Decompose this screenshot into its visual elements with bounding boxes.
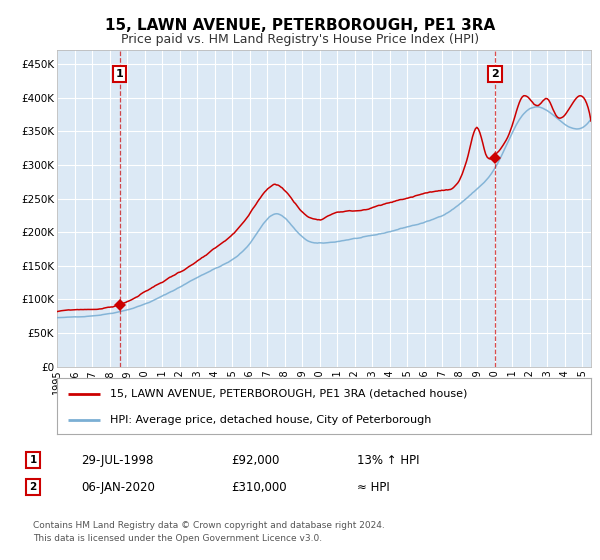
Text: HPI: Average price, detached house, City of Peterborough: HPI: Average price, detached house, City… [110, 415, 432, 425]
Text: 1: 1 [29, 455, 37, 465]
Text: 1: 1 [116, 69, 124, 79]
Text: 29-JUL-1998: 29-JUL-1998 [81, 454, 154, 467]
Text: £92,000: £92,000 [231, 454, 280, 467]
Text: 15, LAWN AVENUE, PETERBOROUGH, PE1 3RA (detached house): 15, LAWN AVENUE, PETERBOROUGH, PE1 3RA (… [110, 389, 468, 399]
Text: Contains HM Land Registry data © Crown copyright and database right 2024.
This d: Contains HM Land Registry data © Crown c… [33, 521, 385, 543]
Text: 13% ↑ HPI: 13% ↑ HPI [357, 454, 419, 467]
Text: 15, LAWN AVENUE, PETERBOROUGH, PE1 3RA: 15, LAWN AVENUE, PETERBOROUGH, PE1 3RA [105, 18, 495, 32]
Text: 2: 2 [29, 482, 37, 492]
Text: 2: 2 [491, 69, 499, 79]
Text: 06-JAN-2020: 06-JAN-2020 [81, 480, 155, 494]
Text: £310,000: £310,000 [231, 480, 287, 494]
Text: Price paid vs. HM Land Registry's House Price Index (HPI): Price paid vs. HM Land Registry's House … [121, 32, 479, 46]
Text: ≈ HPI: ≈ HPI [357, 480, 390, 494]
